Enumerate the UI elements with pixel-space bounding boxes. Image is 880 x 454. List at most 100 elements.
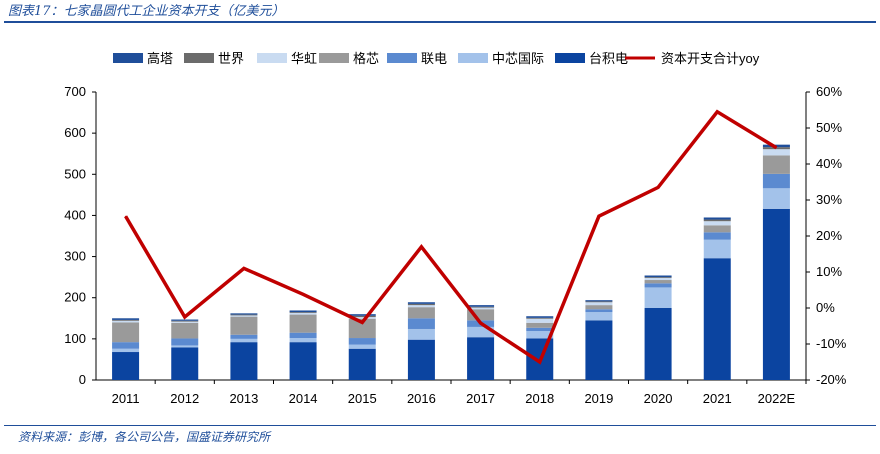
y-tick-label: 500 xyxy=(64,166,86,181)
bar-segment xyxy=(171,322,199,339)
bar-segment xyxy=(112,318,140,320)
bar-segment xyxy=(171,338,199,346)
y2-tick-label: 40% xyxy=(816,156,842,171)
bar-segment xyxy=(644,283,672,288)
yoy-line xyxy=(124,109,778,365)
bar-segment xyxy=(112,352,140,380)
bar-segment xyxy=(526,331,554,339)
y2-tick-label: -10% xyxy=(816,336,847,351)
bar-segment xyxy=(585,312,613,321)
source-rule xyxy=(4,425,876,426)
legend-swatch xyxy=(113,53,143,63)
bar-segment xyxy=(585,302,613,306)
x-tick-label: 2014 xyxy=(289,391,318,406)
bar-segment xyxy=(762,149,790,156)
legend-label: 格芯 xyxy=(353,51,379,66)
bar-segment xyxy=(644,277,672,278)
bar-segment xyxy=(585,301,613,303)
bar-segment xyxy=(703,219,731,222)
bar-segment xyxy=(703,232,731,240)
bar-segment xyxy=(289,342,317,380)
bar-segment xyxy=(407,303,435,306)
bar-segment xyxy=(289,310,317,313)
legend-swatch xyxy=(257,53,287,63)
bar-segment xyxy=(644,308,672,380)
legend-label: 高塔 xyxy=(147,51,173,66)
yoy-point xyxy=(657,186,659,188)
bar-segment xyxy=(585,305,613,310)
bar-segment xyxy=(467,337,495,380)
bar-segment xyxy=(407,302,435,304)
bar-segment xyxy=(171,345,199,348)
x-tick-label: 2019 xyxy=(584,391,613,406)
bar-segment xyxy=(112,342,140,349)
bar-segment xyxy=(348,314,376,316)
bar-segment xyxy=(230,334,258,339)
bar-segment xyxy=(703,217,731,220)
bar-segment xyxy=(289,332,317,339)
bar-segment xyxy=(407,305,435,308)
bar-segment xyxy=(348,318,376,339)
legend-label: 世界 xyxy=(218,51,244,66)
yoy-point xyxy=(480,322,482,324)
yoy-point xyxy=(302,293,304,295)
yoy-point xyxy=(539,361,541,363)
bar-segment xyxy=(407,307,435,319)
bar-segment xyxy=(407,328,435,340)
bar-segment xyxy=(171,321,199,323)
bar-segment xyxy=(467,309,495,321)
y2-tick-label: 60% xyxy=(816,84,842,99)
y2-tick-label: 50% xyxy=(816,120,842,135)
legend-swatch xyxy=(387,53,417,63)
legend-swatch xyxy=(458,53,488,63)
yoy-point xyxy=(125,215,127,217)
y2-tick-label: 10% xyxy=(816,264,842,279)
bar-segment xyxy=(703,225,731,233)
bar-segment xyxy=(467,305,495,307)
y-tick-label: 200 xyxy=(64,290,86,305)
x-tick-label: 2013 xyxy=(229,391,258,406)
bar-segment xyxy=(703,221,731,226)
legend-label: 华虹 xyxy=(291,51,317,66)
bar-segment xyxy=(467,326,495,338)
legend-swatch xyxy=(184,53,214,63)
figure-title: 图表17：七家晶圆代工企业资本开支（亿美元） xyxy=(8,4,285,19)
bar-segment xyxy=(526,317,554,319)
bar-segment xyxy=(348,338,376,345)
bar-segment xyxy=(762,173,790,189)
source-note: 资料来源：彭博，各公司公告，国盛证券研究所 xyxy=(18,430,271,444)
y-tick-label: 0 xyxy=(79,372,86,387)
bar-segment xyxy=(348,317,376,319)
x-tick-label: 2021 xyxy=(703,391,732,406)
bar-segment xyxy=(703,258,731,380)
bar-segment xyxy=(526,327,554,332)
title-rule xyxy=(4,21,876,23)
bar-segment xyxy=(762,188,790,209)
y2-tick-label: 30% xyxy=(816,192,842,207)
bar-segment xyxy=(112,348,140,353)
bar-segment xyxy=(348,344,376,349)
bar-segment xyxy=(289,312,317,313)
bar-segment xyxy=(407,339,435,380)
x-tick-label: 2018 xyxy=(525,391,554,406)
bar-segment xyxy=(526,318,554,323)
y-tick-label: 600 xyxy=(64,125,86,140)
bar-segment xyxy=(348,348,376,380)
yoy-point xyxy=(361,321,363,323)
bar-segment xyxy=(585,309,613,313)
yoy-point xyxy=(716,111,718,113)
yoy-point xyxy=(243,267,245,269)
bar-segment xyxy=(230,338,258,343)
bar-segment xyxy=(467,307,495,310)
x-tick-label: 2020 xyxy=(644,391,673,406)
legend-label: 台积电 xyxy=(589,51,628,66)
yoy-point xyxy=(184,316,186,318)
x-tick-label: 2012 xyxy=(170,391,199,406)
legend-label: 中芯国际 xyxy=(492,51,544,66)
bar-segment xyxy=(289,312,317,315)
bar-segment xyxy=(112,319,140,321)
bar-segment xyxy=(230,342,258,380)
bar-segment xyxy=(526,316,554,318)
bar-segment xyxy=(171,320,199,322)
yoy-point xyxy=(420,246,422,248)
